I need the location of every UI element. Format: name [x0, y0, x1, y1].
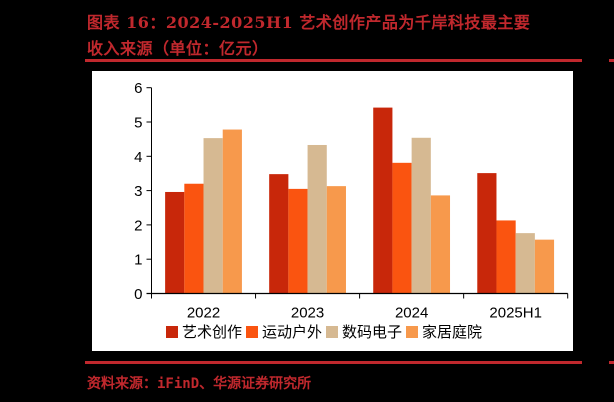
- bar: [411, 137, 431, 294]
- bar: [534, 239, 555, 294]
- y-tick-label: 6: [134, 80, 142, 97]
- bar: [373, 107, 393, 294]
- bottom-rule: [85, 361, 582, 364]
- top-rule-next: [609, 59, 614, 62]
- bar: [392, 162, 412, 294]
- bar-chart: 2022 2023 2024 2025H1 0 1 2 3 4 5 6: [134, 80, 569, 322]
- x-tick-label: 2023: [291, 305, 324, 322]
- bar: [203, 138, 223, 294]
- bar: [326, 186, 346, 294]
- bar: [269, 174, 289, 294]
- y-tick-label: 2: [134, 217, 142, 234]
- y-tick-label: 5: [134, 115, 142, 132]
- x-tick-label: 2025H1: [489, 305, 542, 322]
- legend: 艺术创作 运动户外 数码电子 家居庭院: [166, 321, 486, 342]
- bar: [307, 144, 327, 294]
- legend-item: 艺术创作: [166, 321, 242, 342]
- source-note: 资料来源：iFinD、华源证券研究所: [87, 376, 312, 392]
- y-tick-label: 3: [134, 183, 142, 200]
- bar: [477, 173, 497, 294]
- bar: [165, 191, 185, 294]
- bar: [515, 233, 535, 294]
- bar: [496, 220, 516, 294]
- chart-title-line2: 收入来源（单位：亿元）: [87, 39, 269, 58]
- legend-item: 运动户外: [246, 321, 322, 342]
- top-rule: [85, 59, 582, 62]
- legend-label: 运动户外: [262, 324, 323, 341]
- legend-swatch: [166, 325, 178, 338]
- legend-label: 数码电子: [342, 324, 403, 341]
- bar: [288, 188, 308, 294]
- legend-label: 家居庭院: [422, 324, 483, 341]
- bar: [184, 183, 204, 294]
- bar: [430, 195, 451, 294]
- x-tick-label: 2024: [395, 305, 428, 322]
- y-tick-label: 4: [134, 149, 142, 166]
- legend-label: 艺术创作: [182, 324, 243, 341]
- bar: [222, 129, 242, 294]
- legend-swatch: [246, 325, 259, 338]
- legend-swatch: [326, 325, 339, 338]
- legend-item: 家居庭院: [406, 321, 482, 342]
- legend-item: 数码电子: [326, 321, 402, 342]
- chart-title-line1: 图表 16：2024-2025H1 艺术创作产品为千岸科技最主要: [87, 13, 531, 32]
- bottom-rule-next: [609, 361, 614, 364]
- y-tick-label: 1: [134, 252, 142, 269]
- legend-swatch: [406, 325, 419, 338]
- x-tick-label: 2022: [187, 305, 220, 322]
- chart-panel: 2022 2023 2024 2025H1 0 1 2 3 4 5 6 艺术创作 运动户外 数码电子 家居…: [92, 71, 573, 351]
- y-tick-label: 0: [134, 286, 142, 303]
